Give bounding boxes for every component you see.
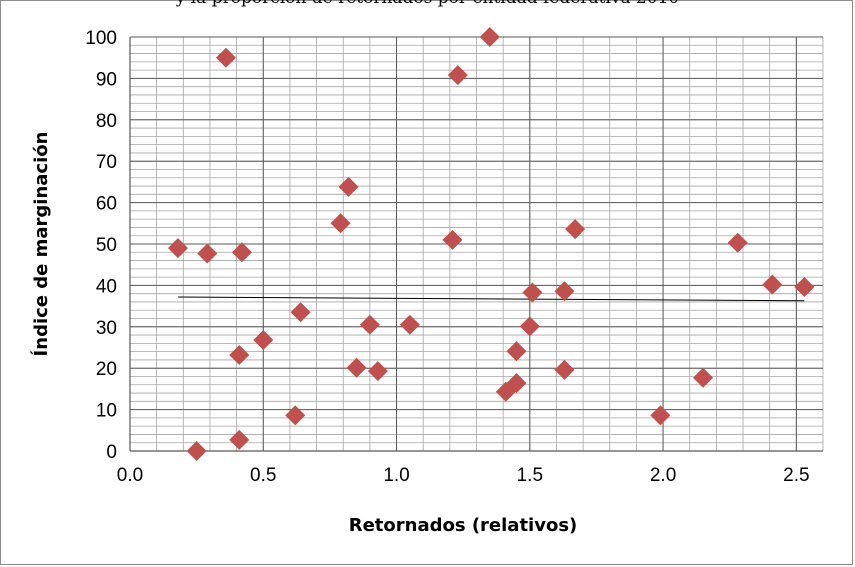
trendline-group bbox=[177, 296, 805, 302]
x-axis-title: Retornados (relativos) bbox=[349, 515, 578, 536]
data-point bbox=[197, 243, 218, 264]
y-tick-label: 50 bbox=[96, 235, 117, 256]
axes bbox=[129, 37, 823, 452]
data-point bbox=[506, 341, 527, 362]
y-tick-label: 70 bbox=[96, 152, 117, 173]
y-tick-label: 100 bbox=[85, 28, 117, 49]
data-point bbox=[762, 274, 783, 295]
x-tick-label: 0.0 bbox=[117, 465, 143, 486]
data-point bbox=[330, 213, 351, 234]
y-tick-label: 20 bbox=[96, 359, 117, 380]
data-points bbox=[167, 27, 815, 461]
data-point bbox=[285, 405, 306, 426]
data-point bbox=[186, 441, 207, 461]
y-tick-label: 0 bbox=[106, 442, 117, 463]
data-point bbox=[442, 229, 463, 250]
data-point bbox=[167, 238, 188, 259]
x-tick-label: 0.5 bbox=[250, 465, 276, 486]
y-axis-title: Índice de marginación bbox=[30, 132, 52, 357]
data-point bbox=[794, 277, 815, 298]
data-point bbox=[367, 361, 388, 382]
y-tick-label: 10 bbox=[96, 401, 117, 422]
x-tick-label: 2.5 bbox=[783, 465, 809, 486]
data-point bbox=[554, 281, 575, 302]
data-point bbox=[554, 359, 575, 380]
y-tick-label: 60 bbox=[96, 194, 117, 215]
data-point bbox=[506, 373, 527, 394]
data-point bbox=[447, 65, 468, 86]
data-point bbox=[479, 27, 500, 47]
trendline bbox=[177, 296, 805, 302]
x-tick-label: 1.5 bbox=[517, 465, 543, 486]
y-tick-label: 30 bbox=[96, 318, 117, 339]
chart-title: y la proporción de retornados por entida… bbox=[0, 0, 855, 8]
data-point bbox=[399, 314, 420, 335]
data-point bbox=[290, 302, 311, 323]
y-tick-label: 80 bbox=[96, 111, 117, 132]
data-point bbox=[519, 316, 540, 337]
data-point bbox=[253, 330, 274, 351]
data-point bbox=[229, 344, 250, 365]
data-point bbox=[338, 176, 359, 197]
y-tick-label: 90 bbox=[96, 69, 117, 90]
x-tick-label: 2.0 bbox=[650, 465, 676, 486]
x-tick-label: 1.0 bbox=[383, 465, 409, 486]
data-point bbox=[565, 219, 586, 240]
data-point bbox=[693, 367, 714, 388]
y-tick-label: 40 bbox=[96, 276, 117, 297]
x-tick-labels: 0.0 0.5 1.0 1.5 2.0 2.5 bbox=[117, 465, 810, 486]
data-point bbox=[522, 282, 543, 303]
data-point bbox=[346, 357, 367, 378]
data-point bbox=[215, 47, 236, 68]
data-point bbox=[231, 242, 252, 263]
data-point bbox=[650, 405, 671, 426]
data-point bbox=[727, 232, 748, 253]
data-point bbox=[359, 314, 380, 335]
y-tick-labels: 0 10 20 30 40 50 60 70 80 90 100 bbox=[85, 28, 117, 463]
data-point bbox=[229, 429, 250, 450]
